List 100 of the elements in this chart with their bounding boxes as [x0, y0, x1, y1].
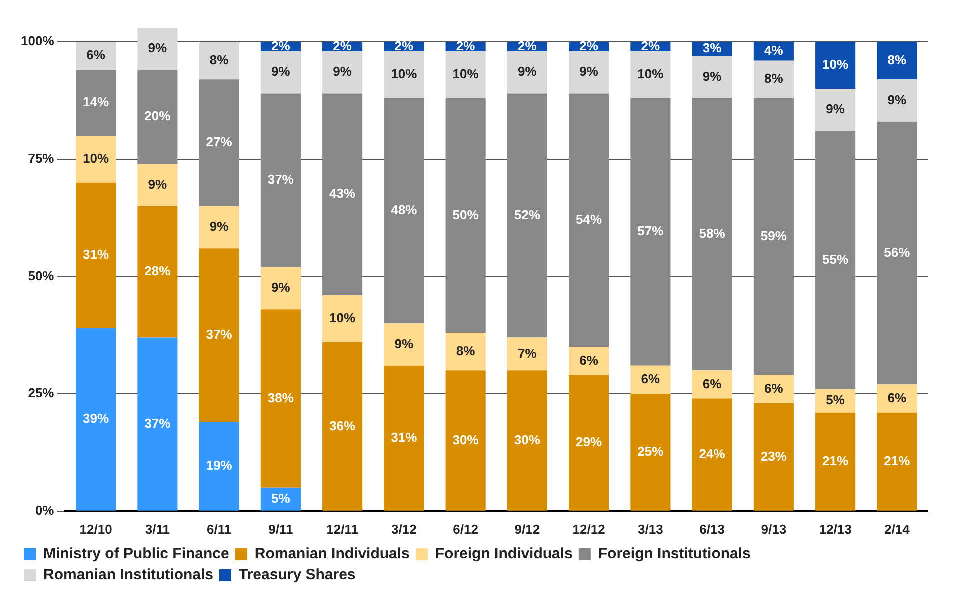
data-label: 10%: [391, 66, 418, 82]
bar: [446, 333, 486, 371]
data-label: 37%: [268, 172, 294, 188]
data-label: 14%: [83, 94, 110, 110]
data-label: 21%: [822, 453, 850, 468]
bar: [446, 370, 486, 511]
bar: [569, 51, 610, 94]
data-label: 9%: [394, 336, 414, 352]
bar: [138, 28, 178, 70]
data-label: 9%: [826, 102, 846, 117]
bar: [877, 384, 918, 413]
data-label: 10%: [822, 57, 850, 72]
data-label: 52%: [514, 207, 541, 222]
legend-label: Romanian Institutionals: [44, 566, 214, 584]
bar: [199, 80, 240, 206]
bar: [877, 80, 918, 122]
y-tick-label: 75%: [28, 150, 55, 166]
data-label: 2%: [518, 38, 538, 54]
data-label: 20%: [144, 108, 172, 124]
data-label: 4%: [764, 43, 784, 58]
legend-label: Romanian Individuals: [254, 546, 410, 563]
data-label: 43%: [330, 186, 356, 202]
bar: [692, 98, 732, 371]
bar: [76, 70, 116, 136]
data-label: 9%: [580, 64, 599, 80]
legend-label: Foreign Individuals: [435, 546, 573, 563]
bar: [260, 94, 301, 268]
bar: [877, 42, 918, 80]
bar: [692, 370, 732, 399]
bar: [816, 412, 856, 511]
legend-label: Foreign Institutionals: [598, 546, 751, 563]
data-label: 37%: [206, 326, 233, 342]
bar: [260, 267, 301, 310]
data-label: 28%: [144, 264, 172, 279]
data-label: 56%: [884, 244, 911, 260]
bar: [692, 398, 732, 511]
bar: [384, 366, 424, 511]
bar: [754, 375, 794, 404]
data-label: 5%: [272, 490, 291, 506]
data-label: 10%: [638, 66, 664, 82]
data-label: 38%: [268, 390, 294, 406]
data-label: 6%: [641, 372, 661, 387]
bar: [138, 70, 178, 164]
data-label: 59%: [760, 228, 788, 244]
data-label: 25%: [638, 444, 664, 460]
y-tick-label: 25%: [28, 386, 55, 401]
bar: [384, 98, 424, 324]
x-tick-label: 3/12: [392, 522, 417, 537]
x-tick-label: 9/13: [761, 522, 787, 537]
data-label: 10%: [330, 310, 356, 326]
bar: [630, 394, 671, 511]
data-label: 6%: [86, 48, 106, 63]
x-tick-label: 3/13: [638, 522, 664, 537]
bar: [384, 51, 424, 98]
data-label: 9%: [702, 68, 722, 84]
bar: [569, 375, 610, 511]
data-label: 5%: [826, 392, 846, 408]
bar: [816, 42, 856, 90]
bar: [199, 42, 240, 80]
bar: [76, 182, 116, 328]
data-label: 57%: [638, 224, 664, 239]
x-tick-label: 12/13: [819, 522, 852, 537]
x-tick-label: 12/11: [326, 522, 358, 537]
data-label: 29%: [576, 434, 603, 450]
bar: [507, 370, 548, 511]
bar: [199, 422, 240, 511]
data-label: 31%: [83, 247, 110, 262]
data-label: 8%: [456, 343, 476, 358]
bar: [322, 51, 363, 94]
bar: [446, 98, 486, 334]
data-label: 27%: [206, 134, 233, 150]
bar: [76, 136, 116, 183]
data-label: 48%: [391, 202, 418, 218]
x-tick-label: 6/12: [453, 522, 478, 537]
legend-label: Ministry of Public Finance: [44, 546, 230, 563]
bar: [384, 324, 424, 366]
data-label: 50%: [452, 207, 480, 222]
bar: [630, 98, 671, 366]
data-label: 24%: [699, 446, 726, 462]
bar: [569, 347, 610, 376]
data-label: 6%: [702, 376, 722, 392]
data-label: 2%: [333, 38, 352, 54]
bar: [630, 51, 671, 98]
data-label: 8%: [210, 52, 230, 68]
data-label: 31%: [391, 430, 418, 445]
bar: [138, 164, 178, 206]
x-tick-label: 9/12: [514, 522, 540, 537]
data-label: 2%: [272, 38, 291, 54]
data-label: 37%: [144, 416, 172, 431]
y-tick-label: 0%: [35, 502, 55, 518]
data-label: 23%: [760, 448, 788, 464]
bar: [754, 60, 794, 98]
data-label: 9%: [518, 64, 538, 80]
bar: [138, 338, 178, 511]
data-label: 6%: [888, 390, 908, 406]
x-tick-label: 2/14: [884, 522, 911, 537]
data-label: 10%: [452, 66, 480, 82]
bar: [507, 51, 548, 94]
y-tick-label: 100%: [21, 34, 55, 49]
data-label: 2%: [394, 38, 414, 54]
